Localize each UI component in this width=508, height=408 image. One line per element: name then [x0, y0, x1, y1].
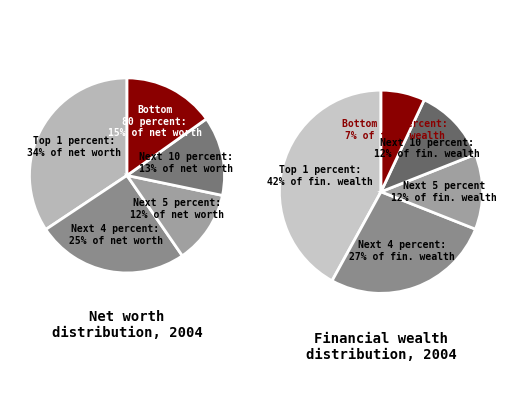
Text: Next 4 percent:
27% of fin. wealth: Next 4 percent: 27% of fin. wealth [350, 240, 455, 262]
Text: Next 4 percent:
25% of net worth: Next 4 percent: 25% of net worth [69, 224, 163, 246]
Text: Next 5 percent:
12% of net worth: Next 5 percent: 12% of net worth [131, 198, 225, 220]
Text: Top 1 percent:
42% of fin. wealth: Top 1 percent: 42% of fin. wealth [267, 165, 373, 187]
Wedge shape [381, 90, 424, 192]
Wedge shape [279, 90, 381, 281]
Wedge shape [46, 175, 182, 273]
Wedge shape [127, 119, 225, 195]
Wedge shape [381, 154, 483, 229]
Wedge shape [29, 78, 127, 229]
Wedge shape [332, 192, 475, 293]
Text: Next 10 percent:
12% of fin. wealth: Next 10 percent: 12% of fin. wealth [374, 138, 480, 160]
Wedge shape [127, 78, 206, 175]
Text: Financial wealth
distribution, 2004: Financial wealth distribution, 2004 [306, 332, 456, 362]
Wedge shape [127, 175, 223, 256]
Text: Next 5 percent
12% of fin. wealth: Next 5 percent 12% of fin. wealth [391, 181, 497, 202]
Text: Net worth
distribution, 2004: Net worth distribution, 2004 [52, 310, 202, 340]
Text: Next 10 percent:
13% of net worth: Next 10 percent: 13% of net worth [139, 152, 233, 174]
Text: Bottom 80 percent:
7% of fin. wealth: Bottom 80 percent: 7% of fin. wealth [342, 120, 448, 141]
Text: Bottom
80 percent:
15% of net worth: Bottom 80 percent: 15% of net worth [108, 105, 202, 138]
Wedge shape [381, 100, 475, 192]
Text: Top 1 percent:
34% of net worth: Top 1 percent: 34% of net worth [27, 136, 121, 157]
